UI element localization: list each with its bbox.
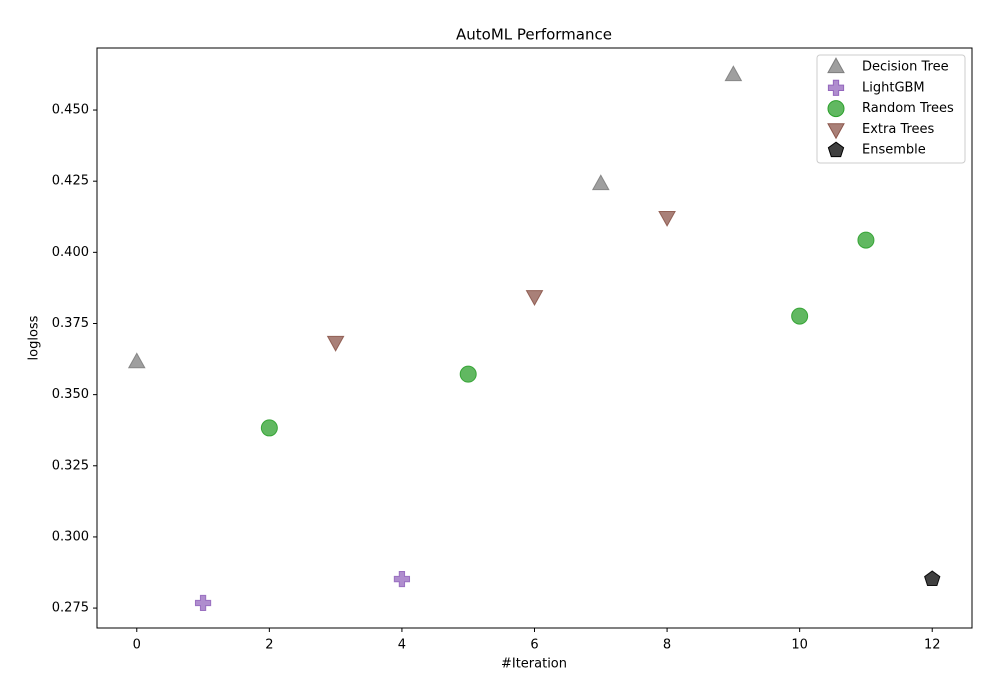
y-tick-label: 0.450	[52, 103, 89, 118]
point	[393, 570, 411, 588]
point	[525, 290, 544, 306]
legend-label: Ensemble	[862, 143, 926, 158]
legend-label: LightGBM	[862, 80, 925, 95]
chart-title: AutoML Performance	[456, 26, 612, 44]
point	[724, 65, 743, 82]
legend-label: Random Trees	[862, 101, 954, 116]
x-axis-label: #Iteration	[501, 657, 567, 672]
legend-marker	[827, 57, 845, 74]
x-tick-label: 12	[924, 638, 941, 653]
y-tick-label: 0.325	[52, 458, 89, 473]
x-tick-label: 10	[791, 638, 808, 653]
point	[791, 307, 809, 325]
x-tick-label: 6	[530, 638, 538, 653]
y-tick-label: 0.425	[52, 174, 89, 189]
legend-marker	[827, 123, 845, 140]
y-tick-label: 0.375	[52, 316, 89, 331]
legend-label: Extra Trees	[862, 122, 935, 137]
legend-marker	[827, 141, 845, 158]
y-tick-label: 0.350	[52, 387, 89, 402]
point	[924, 570, 941, 587]
point	[127, 352, 146, 369]
point	[326, 335, 345, 352]
legend-marker	[827, 100, 845, 118]
point	[194, 594, 212, 612]
x-tick-label: 2	[265, 638, 273, 653]
point	[459, 365, 477, 383]
point	[658, 210, 676, 227]
x-tick-label: 4	[398, 638, 406, 653]
legend-label: Decision Tree	[862, 60, 949, 75]
x-tick-label: 0	[133, 638, 141, 653]
point	[857, 231, 875, 249]
point	[260, 419, 278, 437]
y-axis-label: logloss	[27, 315, 42, 360]
x-tick-label: 8	[663, 638, 671, 653]
legend-marker	[827, 79, 845, 96]
point	[591, 174, 610, 191]
y-tick-label: 0.400	[52, 245, 89, 260]
y-tick-label: 0.300	[52, 529, 89, 544]
legend-box	[816, 54, 966, 164]
y-tick-label: 0.275	[52, 601, 89, 616]
